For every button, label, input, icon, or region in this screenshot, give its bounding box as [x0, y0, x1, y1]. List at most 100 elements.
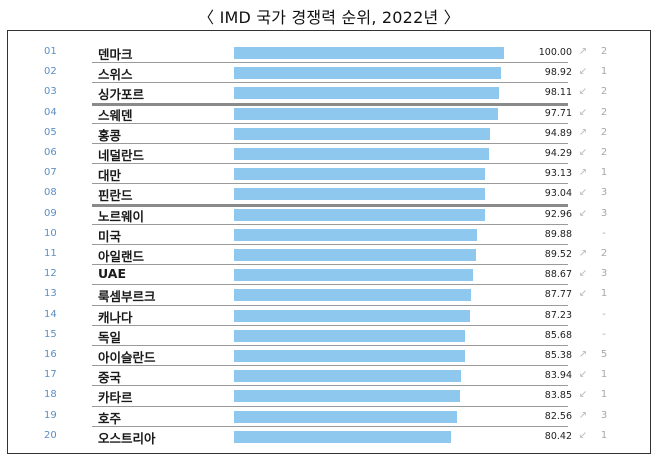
country-label: 핀란드 — [98, 188, 133, 204]
row-separator — [92, 183, 568, 185]
country-label: 스위스 — [98, 67, 133, 83]
score-label: 80.42 — [544, 430, 572, 442]
arrow-up-right-icon: ↗ — [578, 248, 588, 259]
rank-change-label: 1 — [600, 369, 608, 381]
country-label: 노르웨이 — [98, 208, 145, 224]
chart-title: 〈 IMD 국가 경쟁력 순위, 2022년 〉 — [198, 8, 460, 27]
country-label: 카타르 — [98, 390, 133, 406]
row-separator — [92, 385, 568, 387]
arrow-up-right-icon: ↗ — [578, 409, 588, 421]
score-bar — [234, 107, 498, 120]
score-bar — [234, 289, 471, 302]
score-bar — [234, 410, 457, 423]
table-row: 06 네덜란드 94.29 ↙ 2 — [8, 144, 650, 164]
arrow-down-left-icon: ↙ — [578, 369, 588, 381]
table-row: 01 덴마크 100.00 ↗ 2 — [8, 43, 650, 63]
rank-label: 16 — [44, 349, 57, 360]
country-label: 홍콩 — [98, 127, 122, 143]
arrow-down-left-icon: ↙ — [578, 106, 588, 118]
rank-change-label: 3 — [600, 187, 608, 199]
rank-change-label: 3 — [600, 268, 608, 280]
rank-change-label: 1 — [600, 66, 608, 78]
score-label: 98.92 — [544, 67, 572, 79]
country-label: 덴마크 — [98, 47, 133, 62]
table-row: 02 스위스 98.92 ↙ 1 — [8, 63, 650, 83]
score-bar — [234, 87, 499, 100]
arrow-down-left-icon: ↙ — [578, 66, 588, 78]
rank-change-label: 5 — [600, 349, 608, 360]
table-row: 16 아이슬란드 85.38 ↗ 5 — [8, 346, 650, 366]
score-bar — [234, 228, 477, 241]
arrow-down-left-icon: ↙ — [578, 207, 588, 219]
arrow-down-left-icon: ↙ — [578, 86, 588, 98]
country-label: 아일랜드 — [98, 249, 145, 264]
row-separator — [92, 284, 568, 286]
country-label: 독일 — [98, 329, 122, 345]
row-separator — [92, 304, 568, 306]
score-label: 97.71 — [544, 107, 572, 119]
row-separator — [92, 122, 568, 124]
table-row: 07 대만 93.13 ↗ 1 — [8, 164, 650, 184]
rank-change-label: - — [602, 308, 606, 320]
score-bar — [234, 370, 461, 383]
table-row: 13 룩셈부르크 87.77 ↙ 1 — [8, 285, 650, 305]
score-bar — [234, 208, 485, 221]
row-separator — [92, 365, 568, 367]
score-bar — [234, 148, 489, 160]
country-label: 스웨덴 — [98, 107, 133, 123]
table-row: 15 독일 85.68 - — [8, 326, 650, 346]
country-label: 중국 — [98, 370, 122, 386]
table-row: 19 호주 82.56 ↗ 3 — [8, 407, 650, 427]
table-row: 03 싱가포르 98.11 ↙ 2 — [8, 83, 650, 103]
table-row: 08 핀란드 93.04 ↙ 3 — [8, 184, 650, 204]
arrow-up-right-icon: ↗ — [578, 167, 588, 179]
score-bar — [234, 188, 486, 201]
rank-label: 19 — [44, 409, 57, 421]
row-separator — [92, 324, 568, 326]
score-label: 85.38 — [544, 350, 572, 361]
score-bar — [234, 309, 470, 322]
score-label: 83.85 — [544, 390, 572, 402]
row-separator — [92, 425, 568, 427]
country-label: 룩셈부르크 — [98, 289, 156, 305]
score-label: 89.88 — [544, 228, 572, 240]
rank-change-label: 2 — [600, 147, 608, 158]
score-bar — [234, 249, 476, 261]
rank-change-label: 1 — [600, 288, 608, 300]
table-row: 05 홍콩 94.89 ↗ 2 — [8, 124, 650, 144]
table-row: 09 노르웨이 92.96 ↙ 3 — [8, 205, 650, 225]
arrow-down-left-icon: ↙ — [578, 147, 588, 158]
rank-label: 18 — [44, 389, 57, 401]
rank-change-label: 2 — [600, 126, 608, 138]
arrow-down-left-icon: ↙ — [578, 288, 588, 300]
rank-label: 15 — [44, 328, 57, 340]
rank-label: 13 — [44, 288, 57, 300]
rank-label: 11 — [44, 248, 57, 259]
score-label: 100.00 — [538, 47, 572, 58]
rank-change-label: 2 — [600, 106, 608, 118]
rank-change-label: 2 — [600, 248, 608, 259]
arrow-down-left-icon: ↙ — [578, 268, 588, 280]
rank-change-label: 3 — [600, 207, 608, 219]
row-separator — [92, 203, 568, 207]
rank-change-label: 1 — [600, 429, 608, 441]
country-label: 네덜란드 — [98, 148, 145, 163]
score-label: 83.94 — [544, 370, 572, 382]
rank-label: 09 — [44, 207, 57, 219]
score-bar — [234, 350, 465, 362]
row-separator — [92, 223, 568, 225]
score-label: 88.67 — [544, 269, 572, 281]
row-separator — [92, 264, 568, 266]
rank-label: 14 — [44, 308, 57, 320]
rank-change-label: 1 — [600, 167, 608, 179]
score-bar — [234, 329, 466, 342]
country-label: 호주 — [98, 410, 122, 426]
arrow-down-left-icon: ↙ — [578, 187, 588, 199]
score-label: 89.52 — [544, 249, 572, 260]
table-row: 18 카타르 83.85 ↙ 1 — [8, 386, 650, 406]
rank-change-label: 3 — [600, 409, 608, 421]
row-separator — [92, 163, 568, 165]
arrow-down-left-icon: ↙ — [578, 429, 588, 441]
row-separator — [92, 102, 568, 106]
rank-label: 12 — [44, 268, 57, 280]
